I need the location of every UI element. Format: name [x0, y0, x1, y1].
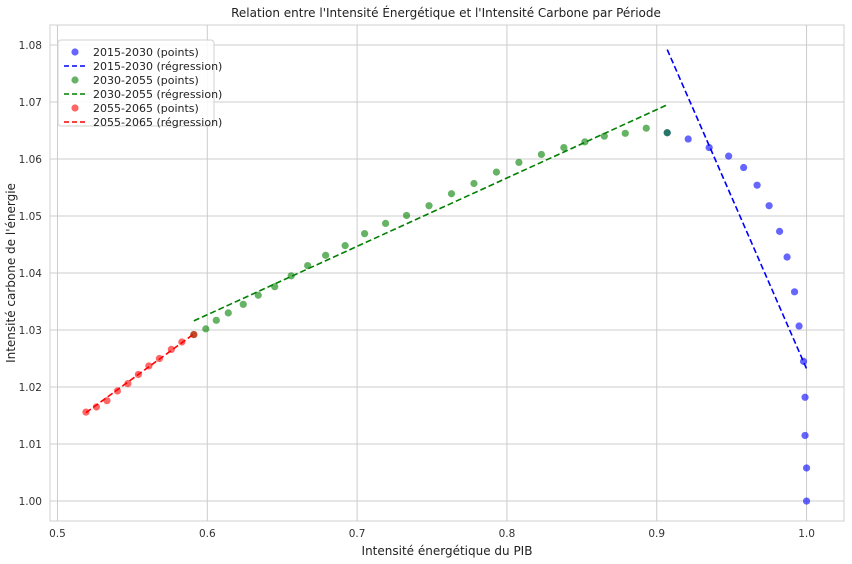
- data-point-2030-2055: [581, 138, 589, 146]
- data-point-2030-2055: [212, 316, 220, 324]
- data-point-2030-2055: [642, 124, 650, 132]
- legend-box: [57, 39, 215, 127]
- data-point-2015-2030: [725, 152, 733, 160]
- data-point-2030-2055: [447, 190, 456, 198]
- data-point-2015-2030: [684, 135, 692, 143]
- data-points: [82, 124, 811, 505]
- data-point-2030-2055: [560, 143, 568, 152]
- data-point-2055-2065: [178, 338, 186, 346]
- data-point-2030-2055: [361, 230, 369, 238]
- x-tick-label: 0.7: [349, 528, 366, 540]
- data-point-2030-2055: [515, 158, 523, 166]
- data-point-2055-2065: [155, 354, 163, 363]
- legend: 2015-2030 (points)2015-2030 (régression)…: [57, 39, 222, 129]
- y-tick-label: 1.08: [19, 40, 42, 52]
- legend-marker: [71, 104, 79, 112]
- y-tick-label: 1.02: [19, 382, 42, 394]
- legend-label: 2015-2030 (régression): [93, 60, 222, 73]
- data-point-2015-2030: [765, 202, 773, 210]
- x-tick-label: 0.8: [499, 528, 516, 540]
- x-tick-label: 0.5: [49, 528, 66, 540]
- data-point-2055-2065: [113, 387, 122, 395]
- y-tick-label: 1.01: [19, 439, 42, 451]
- data-point-2015-2030: [740, 163, 748, 172]
- legend-label: 2055-2065 (points): [93, 102, 199, 115]
- y-tick-label: 1.07: [19, 97, 42, 109]
- legend-marker: [71, 76, 79, 84]
- data-point-2030-2055: [537, 150, 545, 159]
- y-axis: 1.00 1.01 1.02 1.03 1.04 1.05 1.06 1.07 1.08: [19, 40, 43, 508]
- data-point-2015-2030: [799, 357, 808, 365]
- y-tick-label: 1.06: [19, 154, 43, 166]
- data-point-2030-2055: [202, 325, 210, 333]
- data-point-2030-2055: [402, 211, 411, 220]
- x-axis: 0.5 0.6 0.7 0.8 0.9 1.0: [49, 528, 815, 540]
- data-point-2030-2055: [425, 202, 433, 210]
- data-point-2030-2055: [322, 251, 330, 259]
- data-point-2030-2055: [271, 283, 279, 291]
- legend-label: 2030-2055 (régression): [93, 88, 222, 101]
- data-point-2030-2055: [600, 132, 608, 140]
- data-point-2055-2065: [167, 345, 175, 353]
- chart-title: Relation entre l'Intensité Énergétique e…: [231, 5, 661, 20]
- data-point-2055-2065: [190, 330, 198, 339]
- legend-label: 2030-2055 (points): [93, 74, 199, 87]
- legend-label: 2015-2030 (points): [93, 46, 199, 59]
- x-axis-label: Intensité énergétique du PIB: [362, 544, 533, 558]
- x-tick-label: 1.0: [798, 528, 815, 540]
- data-point-2055-2065: [145, 362, 153, 370]
- data-point-2015-2030: [783, 253, 791, 261]
- data-point-2015-2030: [795, 322, 803, 330]
- data-point-2015-2030: [775, 227, 784, 235]
- y-tick-label: 1.03: [19, 325, 42, 337]
- legend-marker: [71, 48, 79, 56]
- data-point-2055-2065: [103, 397, 111, 405]
- data-point-2030-2055: [304, 261, 312, 270]
- data-point-2030-2055: [621, 129, 629, 137]
- data-point-2015-2030: [801, 431, 809, 440]
- data-point-2015-2030: [753, 181, 761, 189]
- regression-line-2015-2030: [666, 49, 808, 370]
- data-point-2055-2065: [134, 370, 142, 379]
- y-tick-label: 1.05: [19, 211, 42, 223]
- y-axis-label: Intensité carbone de l'énergie: [4, 183, 18, 363]
- data-point-2015-2030: [802, 464, 811, 472]
- data-point-2015-2030: [705, 143, 713, 152]
- data-point-2015-2030: [790, 288, 799, 296]
- data-point-2055-2065: [124, 380, 132, 388]
- data-point-2055-2065: [92, 403, 101, 411]
- y-tick-label: 1.00: [19, 496, 42, 508]
- x-tick-label: 0.9: [648, 528, 665, 540]
- data-point-2030-2055: [492, 168, 501, 176]
- data-point-2030-2055: [663, 129, 671, 137]
- data-point-2030-2055: [341, 242, 349, 250]
- legend-label: 2055-2065 (régression): [93, 116, 222, 129]
- y-tick-label: 1.04: [19, 268, 43, 280]
- data-point-2055-2065: [82, 408, 90, 416]
- data-point-2030-2055: [470, 179, 478, 188]
- data-point-2030-2055: [254, 291, 262, 299]
- x-tick-label: 0.6: [199, 528, 216, 540]
- data-point-2030-2055: [224, 309, 232, 317]
- data-point-2030-2055: [381, 219, 390, 227]
- data-point-2030-2055: [239, 300, 247, 308]
- data-point-2015-2030: [802, 497, 811, 505]
- data-point-2030-2055: [287, 272, 295, 280]
- data-point-2015-2030: [801, 393, 809, 401]
